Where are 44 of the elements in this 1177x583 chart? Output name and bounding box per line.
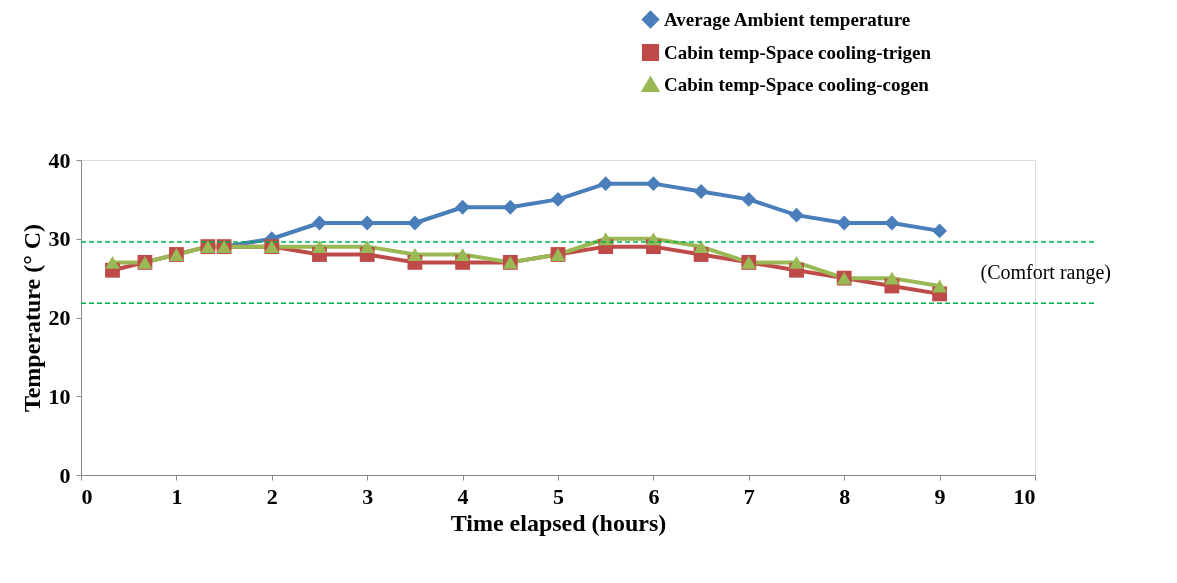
point — [836, 215, 852, 231]
annotation: (Comfort range) — [980, 260, 1111, 284]
point — [407, 248, 423, 261]
legend-label: Cabin temp-Space cooling-trigen — [664, 41, 932, 63]
x-tick-label: 1 — [171, 483, 183, 509]
point — [455, 248, 471, 261]
x-tick-label: 0 — [81, 483, 93, 509]
x-tick-label: 3 — [362, 483, 374, 509]
legend-label: Average Ambient temperature — [664, 8, 911, 30]
point — [645, 176, 661, 192]
x-tick-label: 2 — [266, 483, 278, 509]
point — [932, 279, 948, 293]
point — [693, 184, 709, 199]
legend-label: Cabin temp-Space cooling-cogen — [664, 73, 930, 95]
x-tick-label: 6 — [648, 483, 660, 509]
point — [502, 199, 518, 215]
y-tick-label: 20 — [48, 305, 71, 330]
y-tick-label: 30 — [48, 226, 71, 252]
point — [884, 215, 900, 231]
point — [550, 191, 566, 207]
point — [312, 240, 327, 254]
point — [359, 240, 375, 254]
x-tick-label: 9 — [934, 483, 946, 509]
point — [598, 176, 614, 192]
point — [789, 255, 804, 269]
x-tick-label: 5 — [553, 483, 564, 509]
y-axis-title: Temperature (° C) — [18, 223, 45, 413]
y-tick-label: 40 — [48, 147, 71, 173]
x-tick-label: 4 — [457, 483, 469, 509]
y-tick-label: 10 — [48, 383, 71, 409]
point — [884, 271, 900, 285]
point — [693, 240, 709, 254]
x-tick-label: 7 — [743, 483, 755, 509]
point — [741, 191, 757, 207]
point — [789, 207, 804, 223]
x-tick-label: 8 — [839, 483, 851, 509]
point — [105, 255, 120, 269]
point — [359, 215, 375, 231]
x-axis-title: Time elapsed (hours) — [450, 509, 667, 536]
point — [455, 199, 471, 215]
point — [407, 215, 423, 231]
x-tick-label: 10 — [1013, 483, 1036, 509]
point — [932, 223, 948, 239]
y-tick-label: 0 — [59, 462, 71, 488]
